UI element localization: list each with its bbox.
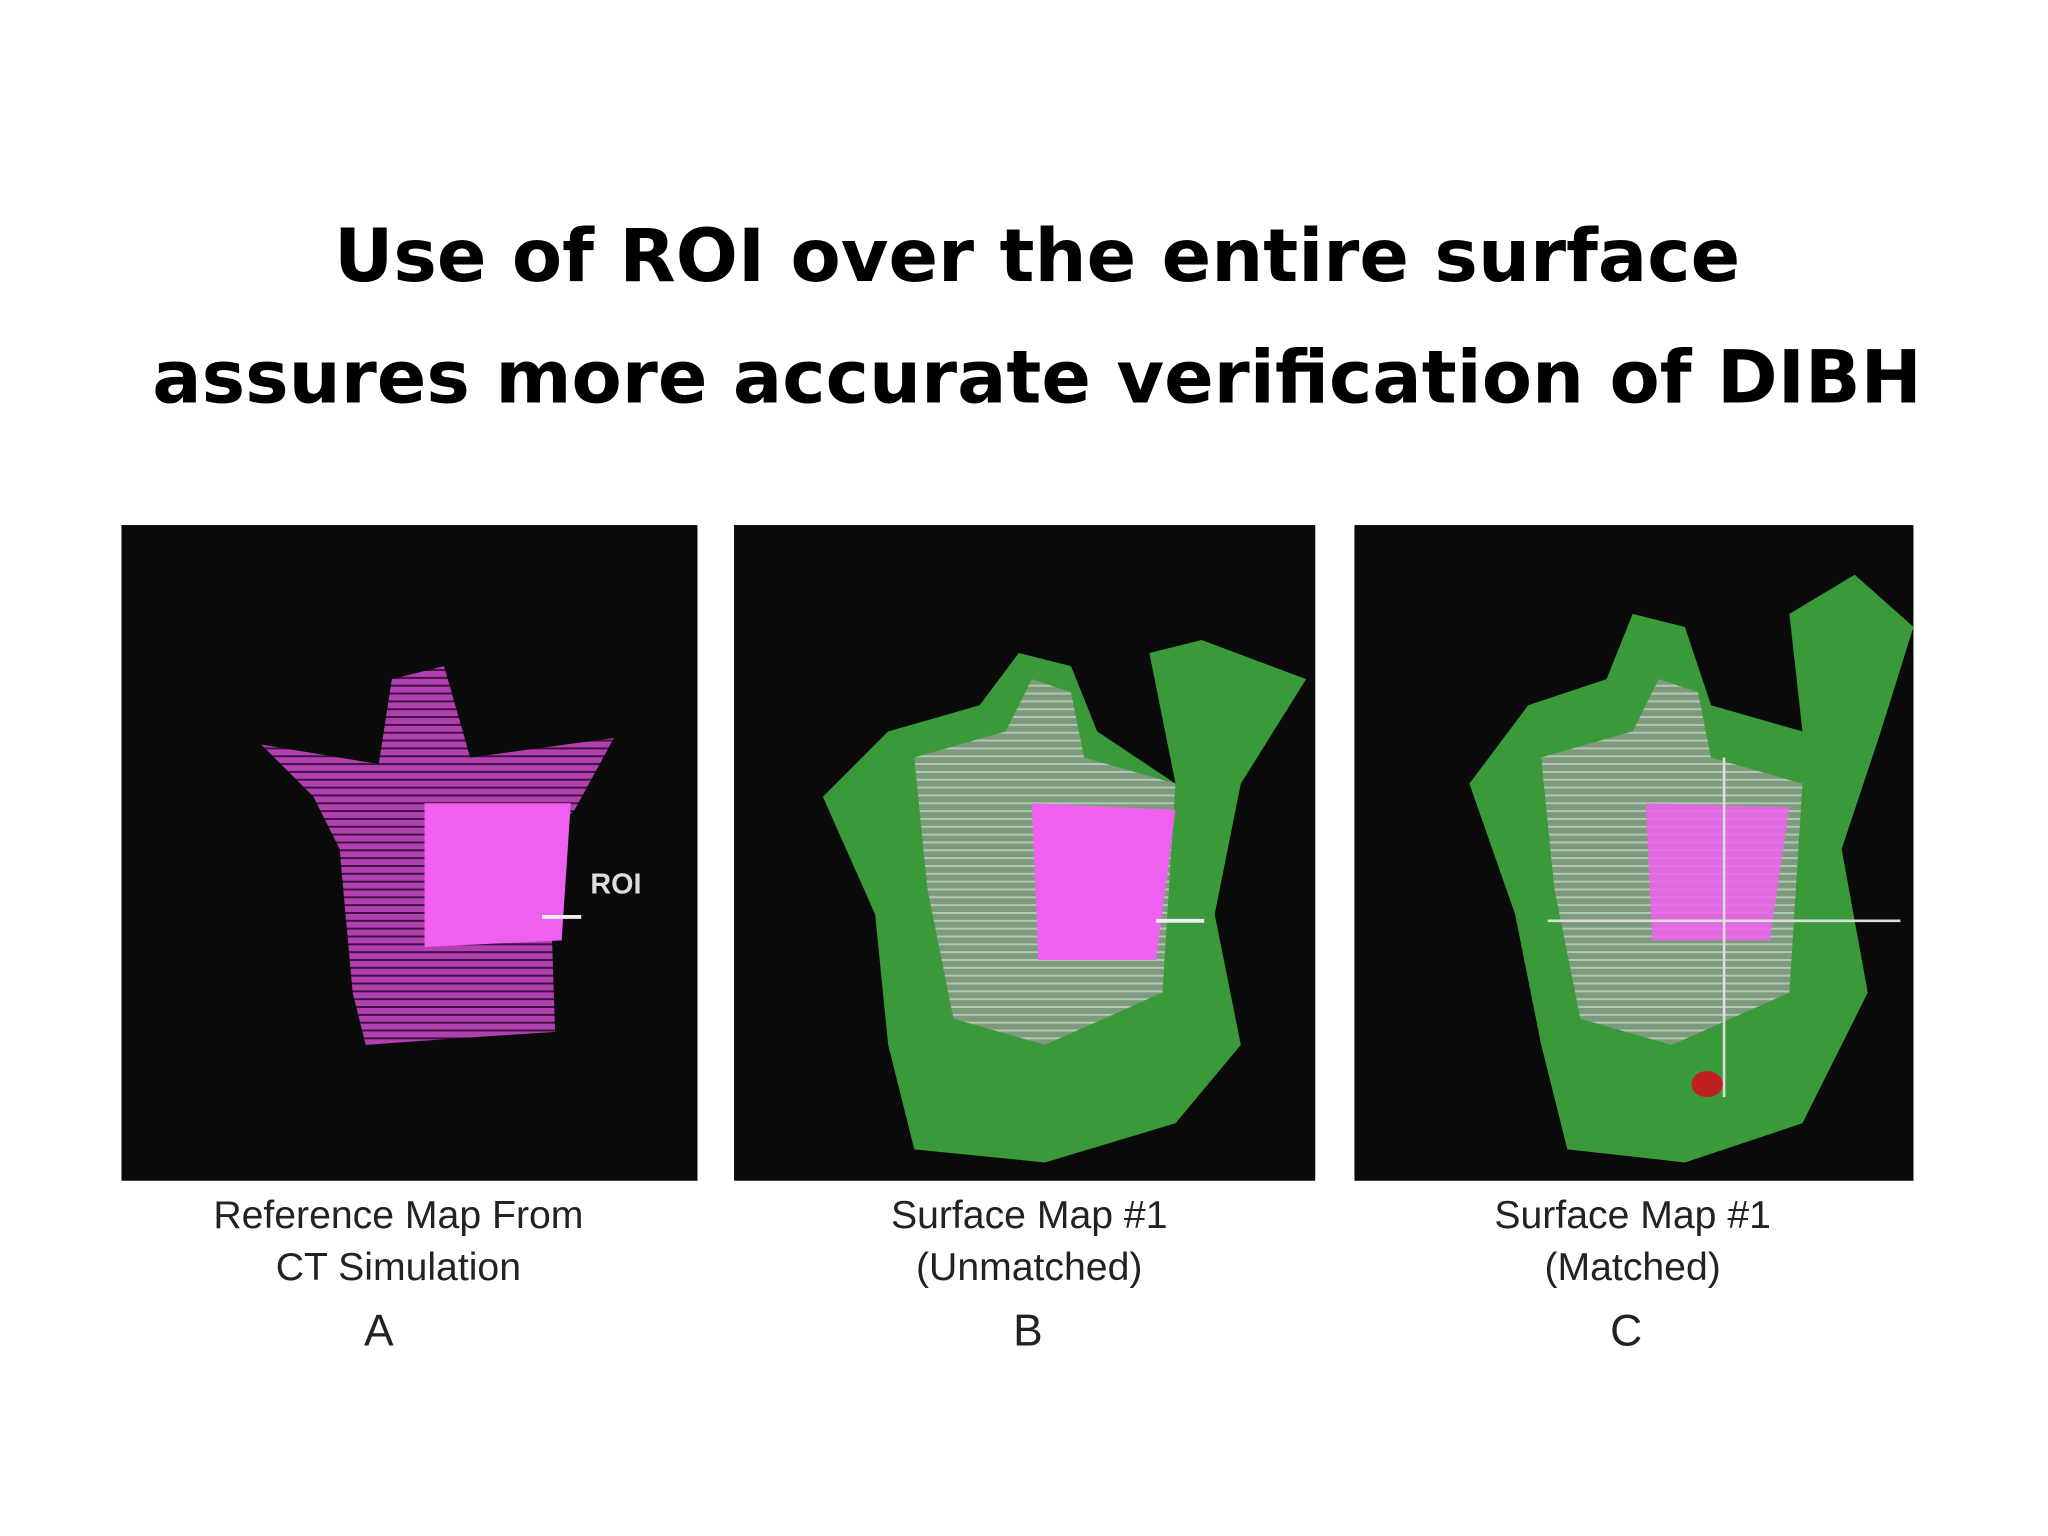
- title-line: assures more accurate verification of DI…: [152, 335, 1922, 420]
- roi-region: [1645, 803, 1790, 941]
- panel-a: ROI Reference Map From CT Simulation A: [121, 525, 698, 1355]
- caption-line: Reference Map From: [213, 1194, 583, 1237]
- caption-line: (Matched): [1544, 1246, 1720, 1289]
- roi-region: [424, 803, 571, 947]
- roi-region: [1031, 803, 1176, 960]
- panel-c: Surface Map #1 (Matched) C: [1354, 525, 1914, 1355]
- title-line: Use of ROI over the entire surface: [334, 214, 1740, 299]
- caption-line: Surface Map #1: [891, 1194, 1168, 1237]
- panel-letter: A: [364, 1306, 394, 1355]
- caption-line: Surface Map #1: [1494, 1194, 1771, 1237]
- panel-b: Surface Map #1 (Unmatched) B: [734, 525, 1316, 1355]
- panel-letter: C: [1610, 1306, 1642, 1355]
- panel-letter: B: [1013, 1306, 1043, 1355]
- roi-label: ROI: [590, 868, 641, 900]
- marker: [1691, 1071, 1723, 1098]
- caption-line: (Unmatched): [916, 1246, 1142, 1289]
- caption-line: CT Simulation: [276, 1246, 521, 1289]
